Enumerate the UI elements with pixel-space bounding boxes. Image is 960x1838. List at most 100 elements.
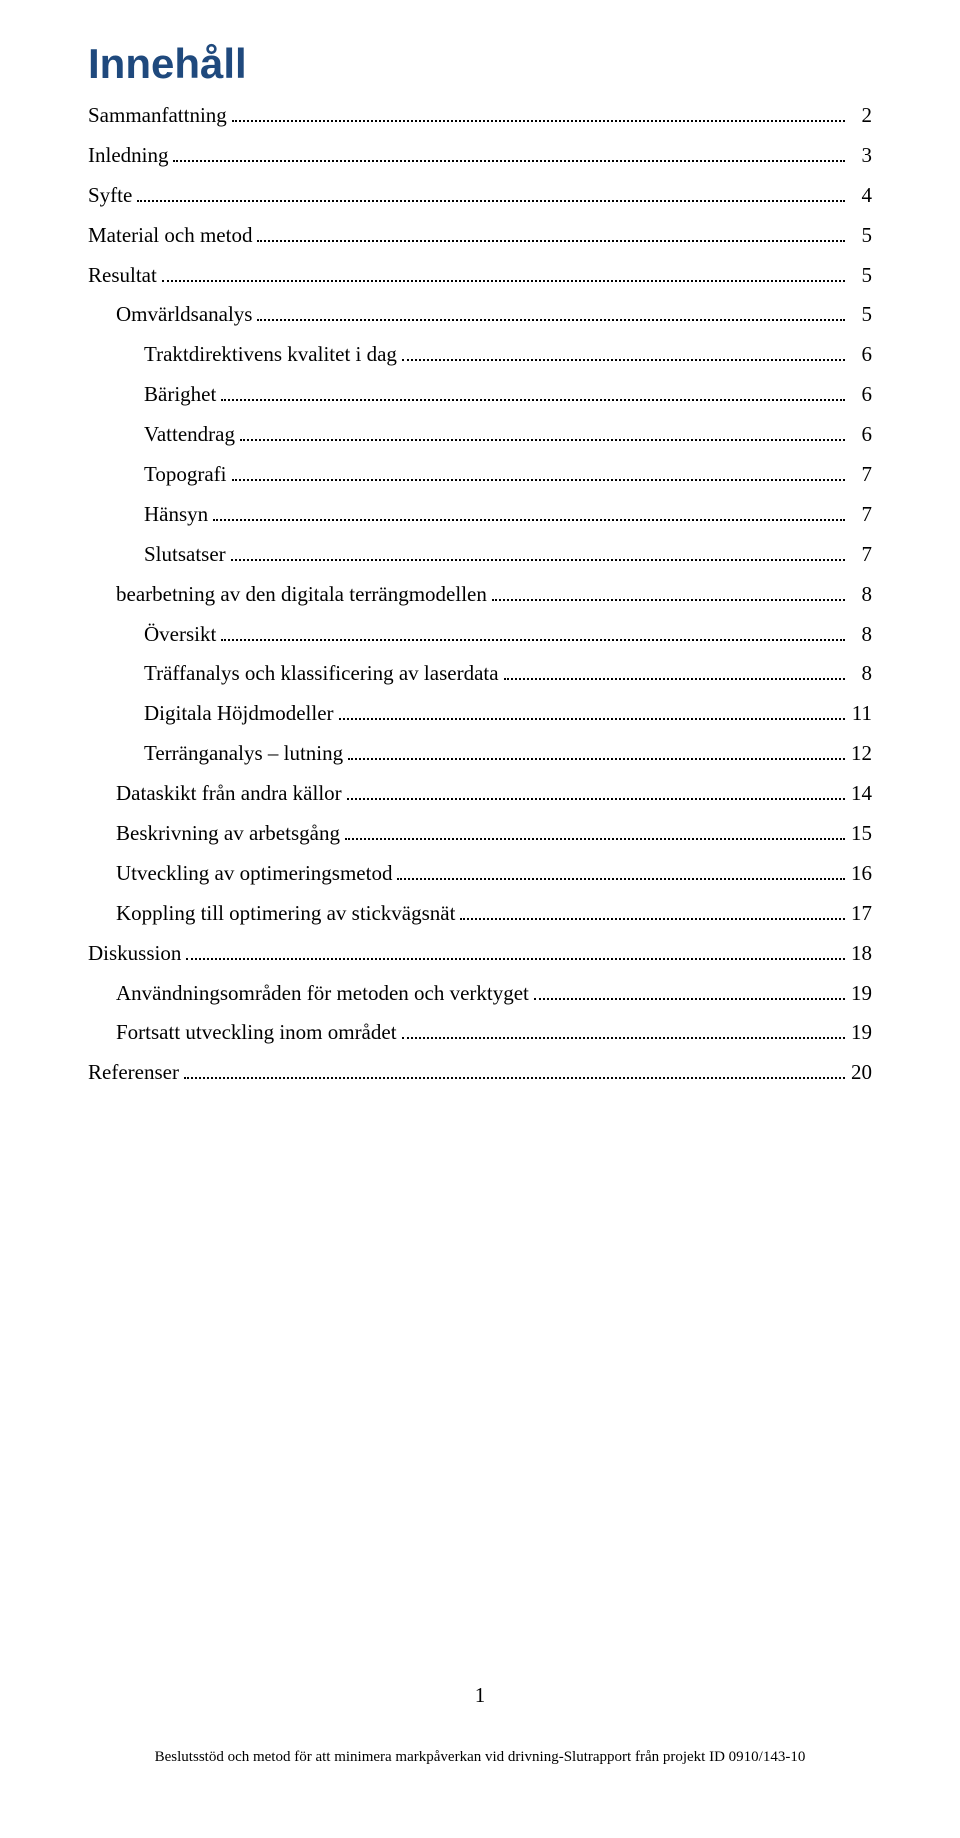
toc-entry: Topografi 7 xyxy=(88,455,872,495)
toc-entry-label: Översikt xyxy=(88,615,218,655)
toc-entry: Vattendrag 6 xyxy=(88,415,872,455)
toc-entry-page: 7 xyxy=(848,495,872,535)
toc-leader-dots xyxy=(232,479,845,481)
toc-entry-label: Diskussion xyxy=(88,934,183,974)
toc-entry: Dataskikt från andra källor 14 xyxy=(88,774,872,814)
toc-leader-dots xyxy=(402,359,845,361)
toc-leader-dots xyxy=(173,160,845,162)
toc-entry-page: 7 xyxy=(848,535,872,575)
toc-entry-page: 7 xyxy=(848,455,872,495)
toc-entry: Digitala Höjdmodeller 11 xyxy=(88,694,872,734)
toc-entry: Bärighet 6 xyxy=(88,375,872,415)
toc-entry-label: Sammanfattning xyxy=(88,96,229,136)
toc-entry: Slutsatser 7 xyxy=(88,535,872,575)
toc-entry: Beskrivning av arbetsgång 15 xyxy=(88,814,872,854)
toc-leader-dots xyxy=(345,838,845,840)
toc-entry-label: Syfte xyxy=(88,176,134,216)
toc-entry-label: Träffanalys och klassificering av laserd… xyxy=(88,654,501,694)
toc-leader-dots xyxy=(492,599,845,601)
toc-entry: Resultat 5 xyxy=(88,256,872,296)
toc-entry-label: Inledning xyxy=(88,136,170,176)
toc-entry-label: Användningsområden för metoden och verkt… xyxy=(88,974,531,1014)
toc-entry-page: 19 xyxy=(848,974,872,1014)
toc-entry-label: Koppling till optimering av stickvägsnät xyxy=(88,894,457,934)
toc-entry-label: Dataskikt från andra källor xyxy=(88,774,344,814)
toc-entry-label: Beskrivning av arbetsgång xyxy=(88,814,342,854)
toc-entry: Traktdirektivens kvalitet i dag6 xyxy=(88,335,872,375)
toc-entry-page: 20 xyxy=(848,1053,872,1093)
toc-entry: Användningsområden för metoden och verkt… xyxy=(88,974,872,1014)
toc-leader-dots xyxy=(184,1077,845,1079)
table-of-contents: Sammanfattning2Inledning3Syfte4Material … xyxy=(88,96,872,1093)
toc-entry-label: Terränganalys – lutning xyxy=(88,734,345,774)
toc-leader-dots xyxy=(257,319,845,321)
toc-entry-label: Hänsyn xyxy=(88,495,210,535)
toc-leader-dots xyxy=(240,439,845,441)
toc-leader-dots xyxy=(232,120,845,122)
toc-entry: Översikt 8 xyxy=(88,615,872,655)
footer-text: Beslutsstöd och metod för att minimera m… xyxy=(0,1749,960,1766)
toc-entry-page: 16 xyxy=(848,854,872,894)
toc-entry: Omvärldsanalys 5 xyxy=(88,295,872,335)
toc-entry-page: 6 xyxy=(848,335,872,375)
toc-leader-dots xyxy=(231,559,845,561)
toc-entry-page: 12 xyxy=(848,734,872,774)
toc-leader-dots xyxy=(348,758,845,760)
toc-entry-label: Vattendrag xyxy=(88,415,237,455)
toc-entry: Inledning 3 xyxy=(88,136,872,176)
toc-entry: Diskussion 18 xyxy=(88,934,872,974)
toc-leader-dots xyxy=(347,798,845,800)
toc-entry-page: 6 xyxy=(848,415,872,455)
toc-leader-dots xyxy=(221,639,845,641)
toc-entry: bearbetning av den digitala terrängmodel… xyxy=(88,575,872,615)
toc-leader-dots xyxy=(186,958,845,960)
toc-entry-label: Referenser xyxy=(88,1053,181,1093)
toc-entry-page: 11 xyxy=(848,694,872,734)
toc-entry-page: 8 xyxy=(848,575,872,615)
toc-entry-label: Utveckling av optimeringsmetod xyxy=(88,854,394,894)
toc-entry-page: 8 xyxy=(848,654,872,694)
toc-entry-label: Resultat xyxy=(88,256,159,296)
toc-entry-label: bearbetning av den digitala terrängmodel… xyxy=(88,575,489,615)
toc-entry-page: 3 xyxy=(848,136,872,176)
toc-entry-page: 6 xyxy=(848,375,872,415)
toc-entry: Utveckling av optimeringsmetod 16 xyxy=(88,854,872,894)
toc-entry-label: Digitala Höjdmodeller xyxy=(88,694,336,734)
toc-entry-label: Slutsatser xyxy=(88,535,228,575)
toc-entry: Terränganalys – lutning 12 xyxy=(88,734,872,774)
toc-entry: Sammanfattning2 xyxy=(88,96,872,136)
toc-leader-dots xyxy=(137,200,845,202)
toc-entry-page: 5 xyxy=(848,295,872,335)
toc-leader-dots xyxy=(504,678,845,680)
toc-entry-label: Fortsatt utveckling inom området xyxy=(88,1013,399,1053)
toc-entry-page: 18 xyxy=(848,934,872,974)
toc-entry-page: 8 xyxy=(848,615,872,655)
toc-leader-dots xyxy=(221,399,845,401)
toc-entry-page: 19 xyxy=(848,1013,872,1053)
toc-entry-page: 4 xyxy=(848,176,872,216)
toc-leader-dots xyxy=(460,918,845,920)
toc-entry-page: 15 xyxy=(848,814,872,854)
toc-entry-label: Topografi xyxy=(88,455,229,495)
toc-heading: Innehåll xyxy=(88,40,872,88)
toc-entry-page: 5 xyxy=(848,216,872,256)
toc-leader-dots xyxy=(534,998,845,1000)
toc-entry: Koppling till optimering av stickvägsnät… xyxy=(88,894,872,934)
toc-leader-dots xyxy=(213,519,845,521)
toc-entry-page: 5 xyxy=(848,256,872,296)
toc-leader-dots xyxy=(339,718,845,720)
toc-entry: Material och metod 5 xyxy=(88,216,872,256)
toc-leader-dots xyxy=(162,280,845,282)
toc-entry: Träffanalys och klassificering av laserd… xyxy=(88,654,872,694)
toc-entry: Referenser 20 xyxy=(88,1053,872,1093)
toc-entry: Fortsatt utveckling inom området 19 xyxy=(88,1013,872,1053)
toc-entry-label: Omvärldsanalys xyxy=(88,295,254,335)
toc-entry-page: 17 xyxy=(848,894,872,934)
toc-entry-label: Material och metod xyxy=(88,216,254,256)
toc-entry-page: 14 xyxy=(848,774,872,814)
toc-entry-label: Bärighet xyxy=(88,375,218,415)
toc-entry: Hänsyn 7 xyxy=(88,495,872,535)
toc-leader-dots xyxy=(402,1037,845,1039)
page-number: 1 xyxy=(0,1683,960,1708)
toc-leader-dots xyxy=(397,878,845,880)
